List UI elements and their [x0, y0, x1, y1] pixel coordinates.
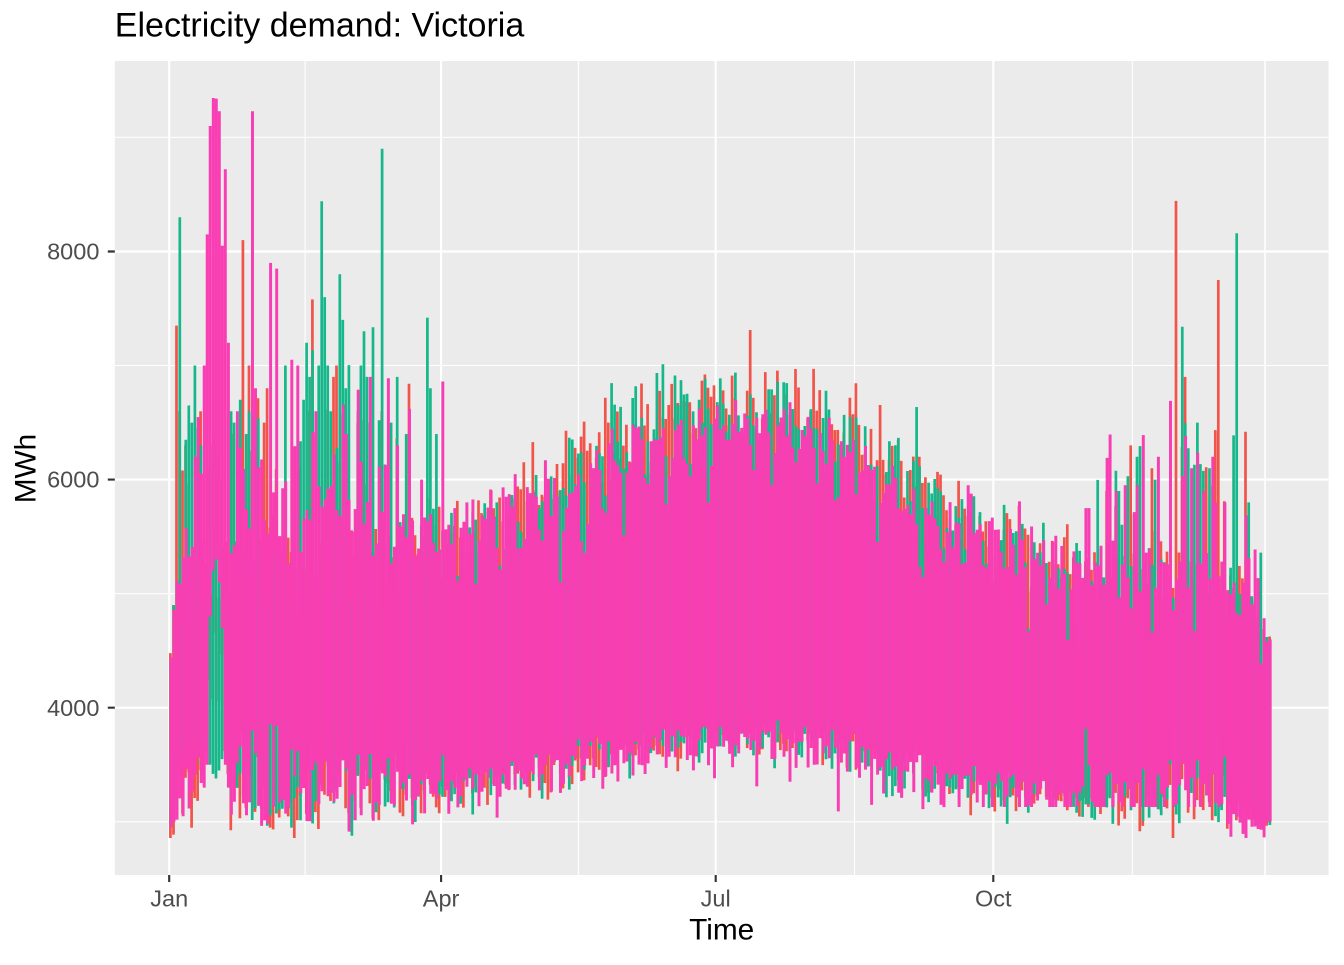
svg-text:Time: Time: [689, 914, 754, 947]
svg-text:Apr: Apr: [423, 885, 460, 911]
svg-text:Oct: Oct: [975, 885, 1012, 911]
svg-text:8000: 8000: [47, 239, 99, 265]
svg-text:Electricity demand: Victoria: Electricity demand: Victoria: [115, 7, 525, 45]
svg-text:Jan: Jan: [150, 885, 188, 911]
svg-text:MWh: MWh: [10, 434, 43, 504]
svg-text:Jul: Jul: [701, 885, 731, 911]
svg-text:6000: 6000: [47, 467, 99, 493]
svg-text:4000: 4000: [47, 695, 99, 721]
